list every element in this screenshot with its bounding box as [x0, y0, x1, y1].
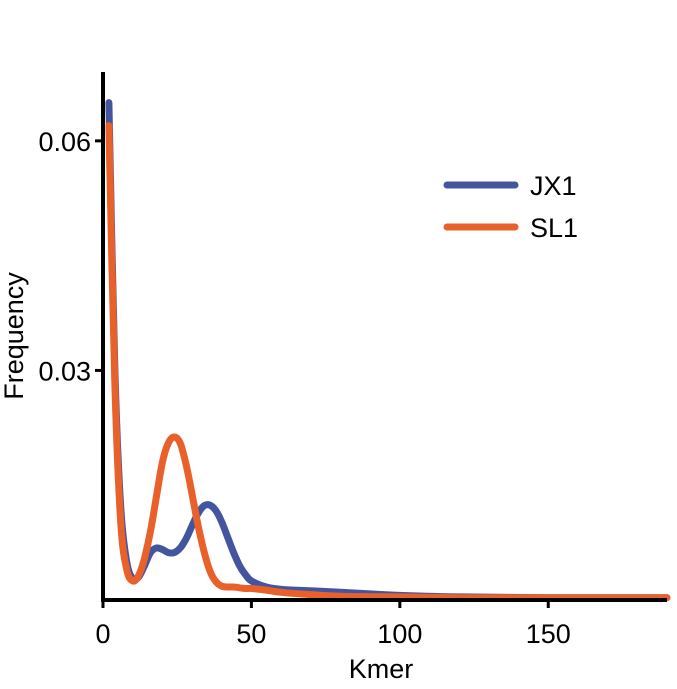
y-tick-label: 0.03 — [38, 356, 91, 386]
series-layer — [105, 99, 671, 602]
legend-label-sl1: SL1 — [530, 213, 578, 243]
x-axis-title: Kmer — [349, 654, 414, 684]
y-tick-label: 0.06 — [38, 127, 91, 157]
y-axis-title: Frequency — [0, 272, 29, 400]
ticks-layer: 0 50 100 150 0.03 0.06 — [38, 127, 570, 649]
x-tick-label: 0 — [95, 619, 110, 649]
series-line-sl1 — [105, 122, 671, 602]
series-line-jx1 — [105, 99, 671, 602]
x-tick-label: 100 — [377, 619, 422, 649]
legend-label-jx1: JX1 — [530, 171, 577, 201]
x-tick-label: 150 — [526, 619, 571, 649]
x-tick-label: 50 — [236, 619, 266, 649]
